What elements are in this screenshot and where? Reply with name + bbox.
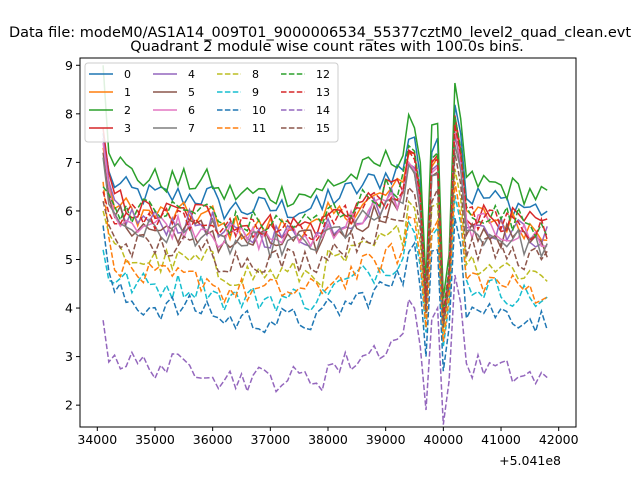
- legend-label-14: 14: [316, 104, 330, 117]
- legend-label-0: 0: [124, 68, 131, 81]
- legend-label-9: 9: [252, 86, 259, 99]
- y-tick-label: 5: [65, 252, 73, 267]
- x-tick-label: 38000: [308, 432, 348, 447]
- series-line-0: [102, 104, 548, 323]
- x-tick-label: 41000: [481, 432, 521, 447]
- y-tick-label: 9: [65, 58, 73, 73]
- legend-label-15: 15: [316, 122, 330, 135]
- plot-lines: [102, 65, 548, 425]
- y-tick-label: 2: [65, 398, 73, 413]
- y-tick-label: 3: [65, 349, 73, 364]
- series-line-2: [102, 65, 548, 299]
- x-tick-label: 39000: [366, 432, 406, 447]
- series-line-6: [102, 128, 548, 313]
- series-line-9: [102, 195, 548, 347]
- series-line-12: [102, 116, 548, 313]
- series-line-1: [102, 120, 548, 318]
- x-tick-label: 36000: [193, 432, 233, 447]
- y-tick-label: 7: [65, 155, 73, 170]
- series-line-11: [102, 181, 548, 343]
- x-axis-ticks: 34000 35000 36000 37000 38000 39000 40000 41000…: [77, 427, 579, 447]
- series-line-15: [102, 152, 548, 328]
- legend-label-1: 1: [124, 86, 131, 99]
- legend-label-11: 11: [252, 122, 266, 135]
- series-line-7: [102, 144, 548, 323]
- figure-suptitle: Data file: modeM0/AS1A14_009T01_90000065…: [9, 25, 631, 41]
- series-line-10: [102, 217, 548, 372]
- x-axis-offset-label: +5.041e8: [499, 453, 561, 468]
- legend-label-5: 5: [188, 86, 195, 99]
- y-axis-ticks: 2 3 4 5 6 7 8 9: [65, 58, 80, 413]
- axes-title: Quadrant 2 module wise count rates with …: [130, 39, 524, 55]
- series-line-14: [102, 274, 548, 425]
- y-tick-label: 4: [65, 301, 73, 316]
- legend-label-2: 2: [124, 104, 131, 117]
- y-tick-label: 8: [65, 106, 73, 121]
- legend-label-10: 10: [252, 104, 266, 117]
- legend-box: [84, 62, 339, 143]
- legend-label-7: 7: [188, 122, 195, 135]
- y-tick-label: 6: [65, 203, 73, 218]
- x-tick-label: 34000: [77, 432, 117, 447]
- x-tick-label: 35000: [135, 432, 175, 447]
- legend-label-13: 13: [316, 86, 330, 99]
- x-tick-label: 37000: [250, 432, 290, 447]
- legend-label-8: 8: [252, 68, 259, 81]
- x-tick-label: 42000: [539, 432, 579, 447]
- x-tick-label: 40000: [423, 432, 463, 447]
- series-line-13: [102, 124, 548, 318]
- legend-label-3: 3: [124, 122, 131, 135]
- series-line-8: [102, 168, 548, 333]
- legend-label-6: 6: [188, 104, 195, 117]
- legend-label-4: 4: [188, 68, 195, 81]
- legend-label-12: 12: [316, 68, 330, 81]
